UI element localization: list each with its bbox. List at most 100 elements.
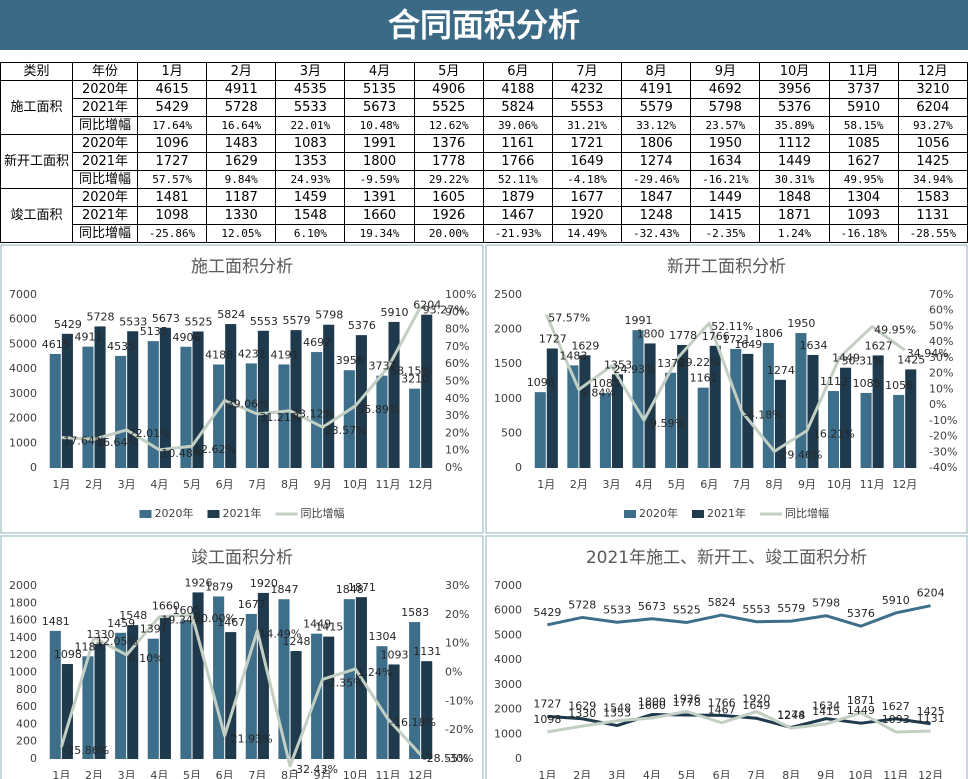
line-label: 22.01% bbox=[129, 427, 171, 440]
bar-label: 1481 bbox=[42, 615, 70, 628]
value-cell: 52.11% bbox=[482, 170, 553, 189]
value-cell: 1187 bbox=[206, 188, 277, 207]
line-label: 58.15% bbox=[390, 364, 432, 377]
x-tick-label: 3月 bbox=[118, 478, 136, 491]
value-cell: 49.95% bbox=[828, 170, 899, 189]
bar bbox=[872, 355, 884, 468]
bar bbox=[213, 596, 225, 759]
line-label: 1131 bbox=[917, 712, 945, 725]
x-tick-label: 10月 bbox=[827, 478, 852, 491]
bar bbox=[807, 354, 819, 468]
bar-label: 5429 bbox=[54, 318, 82, 331]
bar bbox=[82, 656, 94, 759]
x-tick-label: 10月 bbox=[343, 478, 368, 491]
x-tick-label: 4月 bbox=[150, 478, 168, 491]
bar-label: 1871 bbox=[348, 581, 376, 594]
value-cell: 20.00% bbox=[413, 224, 484, 243]
table-row: 同比增幅 17.64% 16.64% 22.01% 10.48% 12.62% 39.06%… bbox=[1, 116, 968, 135]
line-label: -32.43% bbox=[292, 763, 338, 776]
line-label: 57.57% bbox=[548, 312, 590, 325]
y-tick-label: 1000 bbox=[494, 727, 522, 740]
page-title: 合同面积分析 bbox=[0, 0, 968, 50]
y2-tick-label: 30% bbox=[445, 579, 469, 592]
value-cell: 1459 bbox=[275, 188, 346, 207]
line-label: 49.95% bbox=[874, 324, 916, 337]
legend-label: 2020年 bbox=[155, 506, 194, 520]
bar bbox=[343, 370, 355, 468]
value-cell: 58.15% bbox=[828, 116, 899, 135]
x-tick-label: 3月 bbox=[118, 769, 136, 779]
chart-panel bbox=[485, 244, 968, 534]
bar-label: 1112 bbox=[820, 375, 848, 388]
bar bbox=[546, 348, 558, 468]
x-tick-label: 12月 bbox=[918, 769, 943, 779]
y2-tick-label: -10% bbox=[445, 694, 473, 707]
bar bbox=[147, 638, 159, 759]
line-label: 1248 bbox=[777, 709, 805, 722]
year-cell: 2021年 bbox=[72, 206, 138, 225]
y-tick-label: 1000 bbox=[9, 666, 37, 679]
y2-tick-label: 70% bbox=[445, 340, 469, 353]
y2-tick-label: -40% bbox=[929, 461, 957, 474]
value-cell: 1483 bbox=[206, 134, 277, 153]
line-label: 35.89% bbox=[357, 403, 399, 416]
chart-panel bbox=[485, 535, 968, 779]
value-cell: 5728 bbox=[206, 98, 277, 117]
bar bbox=[49, 630, 61, 759]
value-cell: 1161 bbox=[482, 134, 553, 153]
value-cell: 5798 bbox=[690, 98, 761, 117]
bar-label: 1083 bbox=[592, 377, 620, 390]
bar bbox=[94, 326, 106, 468]
line-label: 1353 bbox=[603, 707, 631, 720]
bar bbox=[213, 364, 225, 468]
bar-label: 1727 bbox=[539, 332, 567, 345]
bar-label: 1677 bbox=[238, 598, 266, 611]
value-cell: -21.93% bbox=[482, 224, 553, 243]
bar-label: 1248 bbox=[283, 635, 311, 648]
y-tick-label: 4000 bbox=[9, 362, 37, 375]
y-tick-label: 800 bbox=[16, 683, 37, 696]
x-tick-label: 2月 bbox=[85, 478, 103, 491]
y-tick-label: 3000 bbox=[9, 387, 37, 400]
value-cell: 1766 bbox=[482, 152, 553, 171]
value-cell: 1634 bbox=[690, 152, 761, 171]
line bbox=[547, 709, 931, 734]
legend-label: 2020年 bbox=[639, 506, 678, 520]
bar-label: 1304 bbox=[368, 630, 396, 643]
line-label: 10.48% bbox=[161, 447, 203, 460]
value-cell: 1548 bbox=[275, 206, 346, 225]
x-tick-label: 7月 bbox=[248, 478, 266, 491]
bar-label: 1274 bbox=[767, 364, 795, 377]
bar-label: 4906 bbox=[172, 331, 200, 344]
bar bbox=[180, 620, 192, 759]
bar-label: 1483 bbox=[559, 349, 587, 362]
value-cell: 6204 bbox=[897, 98, 968, 117]
bar bbox=[290, 330, 302, 468]
bar bbox=[115, 355, 127, 468]
y2-tick-label: 0% bbox=[445, 461, 462, 474]
bar bbox=[409, 622, 421, 759]
table-row: 同比增幅 57.57% 9.84% 24.93% -9.59% 29.22% 52.11% -… bbox=[1, 170, 968, 189]
value-cell: 1093 bbox=[828, 206, 899, 225]
line-label: 1274 bbox=[777, 709, 805, 722]
bar bbox=[127, 331, 139, 468]
value-cell: 10.48% bbox=[344, 116, 415, 135]
line-label: 33.12% bbox=[292, 408, 334, 421]
line-label: 1467 bbox=[708, 704, 736, 717]
line-label: 93.27% bbox=[423, 304, 465, 317]
bar-label: 1353 bbox=[604, 358, 632, 371]
line-label: 5798 bbox=[812, 597, 840, 610]
line bbox=[547, 604, 931, 628]
value-cell: -16.18% bbox=[828, 224, 899, 243]
bar bbox=[147, 341, 159, 468]
year-cell: 同比增幅 bbox=[72, 116, 138, 135]
line-label: 1920 bbox=[742, 693, 770, 706]
x-tick-label: 5月 bbox=[678, 769, 696, 779]
value-cell: 1629 bbox=[206, 152, 277, 171]
line-label: 1627 bbox=[882, 700, 910, 713]
bar bbox=[665, 372, 677, 468]
x-tick-label: 2月 bbox=[573, 769, 591, 779]
y2-tick-label: 10% bbox=[445, 637, 469, 650]
bar-label: 4615 bbox=[42, 338, 70, 351]
year-cell: 2021年 bbox=[72, 152, 138, 171]
